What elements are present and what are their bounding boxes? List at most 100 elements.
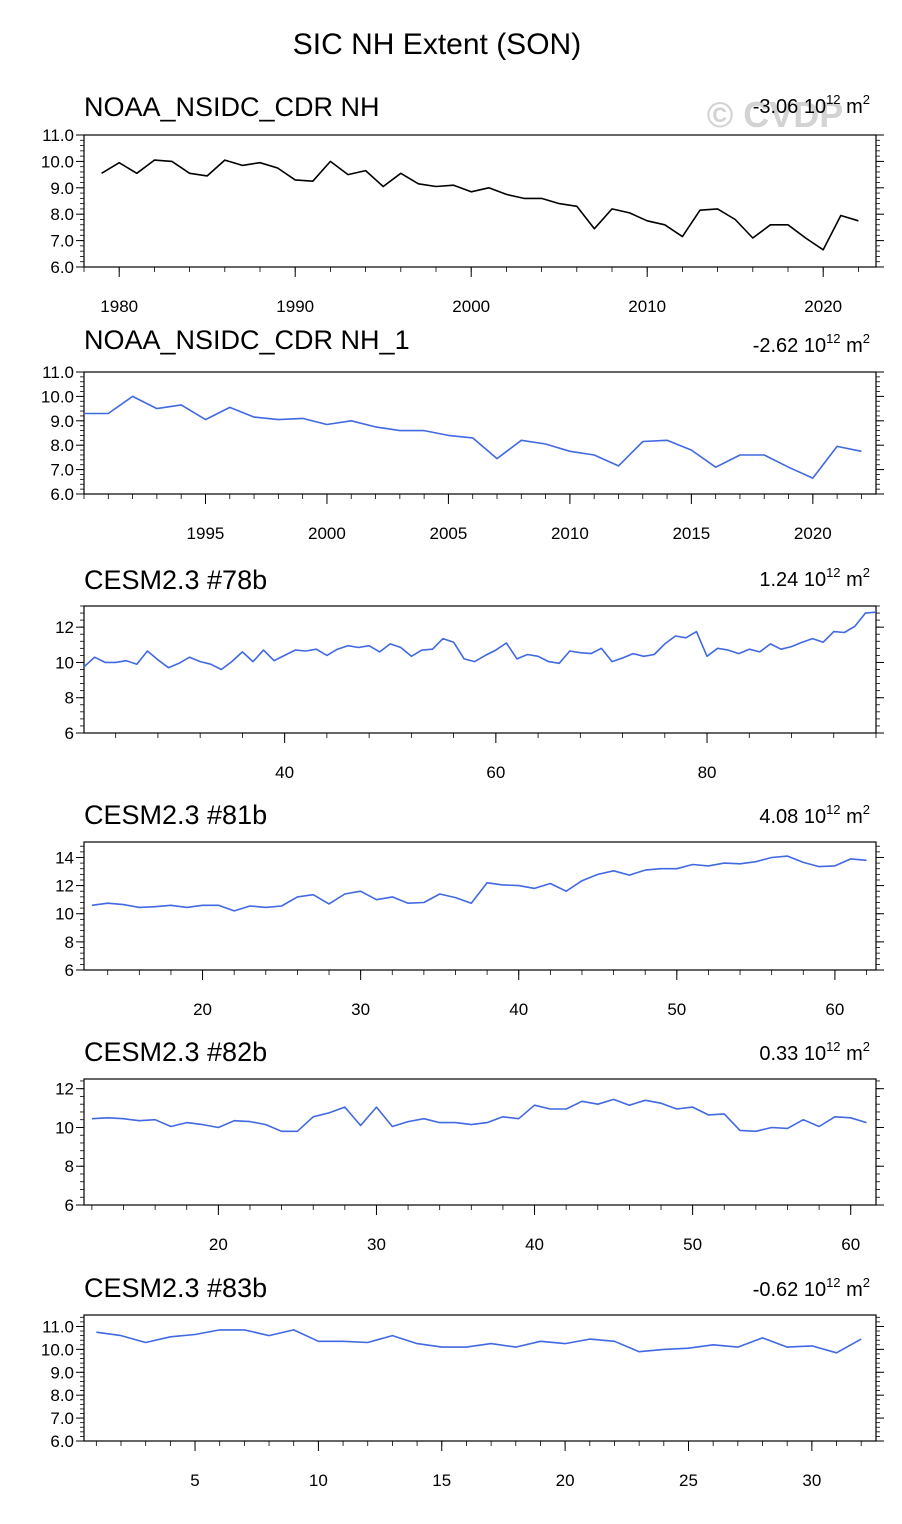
y-tick-label: 8.0 — [50, 205, 74, 224]
panel-title: NOAA_NSIDC_CDR NH_1 — [84, 325, 410, 355]
y-tick-label: 6.0 — [50, 1432, 74, 1451]
x-tick-label: 2005 — [430, 524, 468, 543]
y-tick-label: 10 — [55, 905, 74, 924]
trend-value: -0.62 10 — [753, 1279, 826, 1301]
trend-value: 0.33 10 — [759, 1043, 826, 1065]
x-tick-label: 30 — [367, 1235, 386, 1254]
y-tick-label: 12 — [55, 877, 74, 896]
trend-label: 0.33 1012 m2 — [759, 1039, 870, 1065]
plot-frame — [83, 605, 877, 734]
x-tick-label: 30 — [351, 1000, 370, 1019]
trend-value: 1.24 10 — [759, 569, 826, 591]
trend-label: -3.06 1012 m2 — [753, 92, 870, 118]
y-tick-label: 8.0 — [50, 436, 74, 455]
trend-unit-exponent: 2 — [863, 1039, 870, 1054]
series-line — [83, 611, 877, 671]
cvdp-watermark: © CVDP — [707, 94, 844, 135]
y-tick-label: 6 — [65, 724, 74, 743]
x-tick-label: 5 — [190, 1471, 199, 1490]
y-tick-label: 12 — [55, 618, 74, 637]
x-tick-label: 2020 — [804, 297, 842, 316]
series-line — [91, 855, 867, 912]
y-tick-label: 11.0 — [42, 1317, 74, 1336]
x-tick-label: 40 — [525, 1235, 544, 1254]
series-line — [91, 1098, 867, 1133]
chart-panel-1: NOAA_NSIDC_CDR NH -3.06 1012 m2 6.0 7.0 8.0 9… — [41, 92, 884, 316]
y-tick-label: 6.0 — [50, 485, 74, 504]
y-tick-label: 8.0 — [50, 1386, 74, 1405]
x-tick-label: 40 — [509, 1000, 528, 1019]
plot-frame — [83, 1314, 877, 1442]
series-line — [101, 159, 859, 251]
plot-frame — [83, 841, 877, 971]
trend-unit-exponent: 2 — [863, 1275, 870, 1290]
x-tick-label: 2010 — [628, 297, 666, 316]
trend-exponent: 12 — [826, 565, 840, 580]
x-tick-label: 2010 — [551, 524, 589, 543]
trend-unit: m — [841, 1043, 863, 1065]
plot-frame — [83, 1078, 877, 1206]
y-tick-label: 10.0 — [41, 152, 74, 171]
trend-value: 4.08 10 — [759, 806, 826, 828]
chart-panel-6: CESM2.3 #83b -0.62 1012 m2 6.0 7.0 8.0 9.0 10.… — [41, 1273, 884, 1490]
x-tick-label: 2015 — [672, 524, 710, 543]
x-tick-label: 10 — [309, 1471, 328, 1490]
x-tick-label: 50 — [667, 1000, 686, 1019]
trend-unit-exponent: 2 — [863, 331, 870, 346]
chart-panel-2: NOAA_NSIDC_CDR NH_1 -2.62 1012 m2 6.0 7.0 8.… — [41, 325, 884, 543]
trend-value: -3.06 10 — [753, 96, 826, 118]
trend-exponent: 12 — [826, 331, 840, 346]
x-tick-label: 15 — [432, 1471, 451, 1490]
y-tick-label: 7.0 — [50, 461, 74, 480]
x-tick-label: 60 — [825, 1000, 844, 1019]
y-tick-label: 10 — [55, 1118, 74, 1137]
trend-exponent: 12 — [826, 1039, 840, 1054]
y-tick-label: 9.0 — [50, 1363, 74, 1382]
panel-title: CESM2.3 #83b — [84, 1273, 267, 1303]
x-tick-label: 80 — [698, 763, 717, 782]
trend-unit: m — [841, 335, 863, 357]
trend-unit: m — [841, 806, 863, 828]
y-tick-label: 8 — [65, 689, 74, 708]
trend-unit: m — [841, 569, 863, 591]
plot-frame — [83, 134, 877, 268]
y-tick-label: 8 — [65, 933, 74, 952]
trend-unit-exponent: 2 — [863, 802, 870, 817]
x-tick-label: 2000 — [308, 524, 346, 543]
x-tick-label: 60 — [841, 1235, 860, 1254]
y-tick-label: 10.0 — [41, 387, 74, 406]
y-tick-label: 10 — [55, 653, 74, 672]
panel-title: CESM2.3 #78b — [84, 565, 267, 595]
series-line — [96, 1329, 862, 1354]
panel-title: CESM2.3 #81b — [84, 800, 267, 830]
figure-title: SIC NH Extent (SON) — [293, 28, 581, 61]
trend-exponent: 12 — [826, 92, 840, 107]
y-tick-label: 11.0 — [42, 126, 74, 145]
y-tick-label: 7.0 — [50, 232, 74, 251]
trend-value: -2.62 10 — [753, 335, 826, 357]
panel-title: CESM2.3 #82b — [84, 1037, 267, 1067]
y-tick-label: 10.0 — [41, 1340, 74, 1359]
trend-label: 1.24 1012 m2 — [759, 565, 870, 591]
trend-unit-exponent: 2 — [863, 565, 870, 580]
y-tick-label: 6 — [65, 1196, 74, 1215]
x-tick-label: 20 — [209, 1235, 228, 1254]
trend-unit: m — [841, 1279, 863, 1301]
y-tick-label: 7.0 — [50, 1409, 74, 1428]
y-tick-label: 8 — [65, 1157, 74, 1176]
x-tick-label: 25 — [679, 1471, 698, 1490]
y-tick-label: 6 — [65, 961, 74, 980]
y-tick-label: 9.0 — [50, 179, 74, 198]
y-tick-label: 9.0 — [50, 412, 74, 431]
panels-container: NOAA_NSIDC_CDR NH -3.06 1012 m26.07.08.09… — [41, 92, 884, 1490]
x-tick-label: 1995 — [187, 524, 225, 543]
trend-label: -0.62 1012 m2 — [753, 1275, 870, 1301]
y-tick-label: 14 — [55, 848, 74, 867]
x-tick-label: 40 — [275, 763, 294, 782]
x-tick-label: 60 — [486, 763, 505, 782]
trend-exponent: 12 — [826, 1275, 840, 1290]
